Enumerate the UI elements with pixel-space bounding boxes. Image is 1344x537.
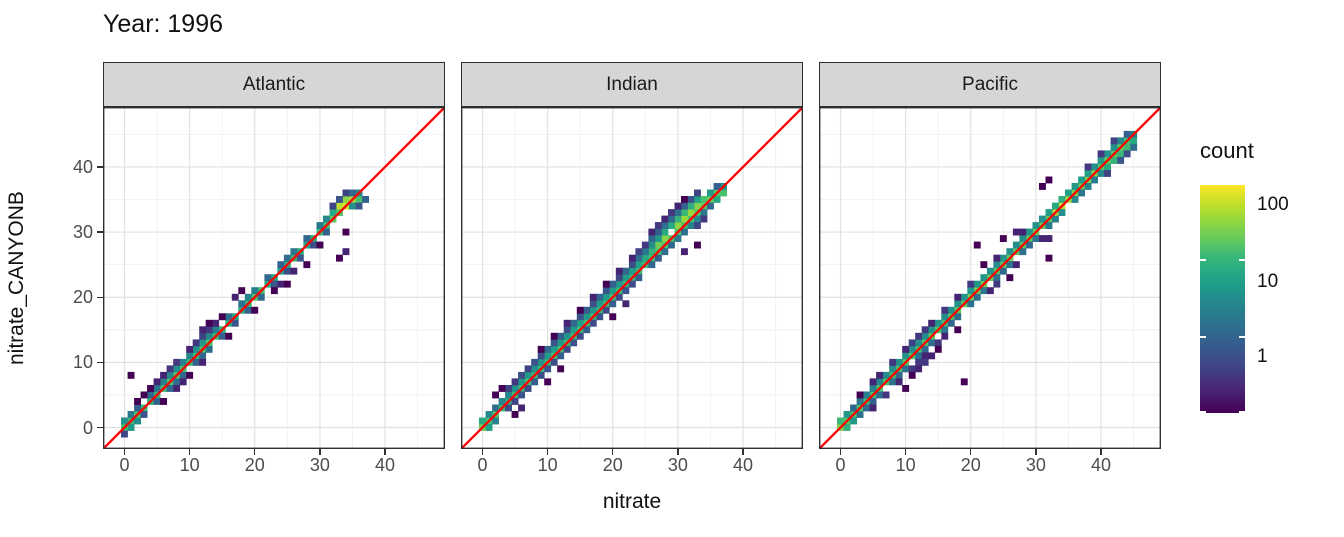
y-tick-mark	[97, 166, 103, 168]
legend-tick-10-right	[1239, 336, 1245, 338]
x-tick-mark	[904, 449, 907, 455]
x-tick-label: 10	[895, 455, 916, 475]
legend-tick-1-right	[1239, 411, 1245, 413]
x-tick-mark	[319, 449, 321, 455]
x-tick-label: 0	[835, 455, 846, 475]
x-tick-label: 10	[537, 455, 558, 475]
x-tick-label: 30	[1025, 455, 1046, 475]
x-tick-label: 20	[244, 455, 265, 475]
x-tick-label: 0	[119, 455, 130, 475]
x-tick-label: 20	[960, 455, 981, 475]
x-tick-mark	[254, 449, 256, 455]
x-tick-mark	[742, 449, 744, 455]
x-tick-mark	[384, 449, 386, 455]
x-tick-label: 10	[179, 455, 200, 475]
y-tick-label: 30	[72, 222, 93, 243]
legend-label-1: 1	[1257, 346, 1268, 367]
facet-indian: Indian 0 10 20 30 40	[461, 62, 803, 532]
legend-colorbar	[1200, 185, 1245, 413]
legend-tick-100-right	[1239, 259, 1245, 261]
y-tick-mark	[97, 361, 103, 364]
x-tick-label: 30	[667, 455, 688, 475]
facet-strip: Pacific	[819, 62, 1161, 107]
x-tick-mark	[188, 449, 191, 455]
x-tick-mark	[839, 449, 842, 455]
y-tick-mark	[97, 231, 103, 233]
legend-tick-100-left	[1200, 259, 1206, 261]
y-tick-label: 20	[72, 287, 93, 308]
facet-pacific: Pacific 0 10 20 30 40	[819, 62, 1161, 532]
x-tick-label: 40	[1091, 455, 1112, 475]
facet-panel-plot	[461, 107, 803, 449]
x-tick-mark	[546, 449, 549, 455]
y-tick-mark	[97, 426, 103, 429]
x-tick-label: 20	[602, 455, 623, 475]
x-axis-title: nitrate	[602, 490, 662, 513]
facet-strip-label: Pacific	[962, 73, 1018, 95]
x-tick-mark	[612, 449, 614, 455]
facet-atlantic: Atlantic 0 10 20 30 40	[103, 62, 445, 532]
plot-title: Year: 1996	[103, 10, 224, 38]
legend-tick-1-left	[1200, 411, 1206, 413]
x-tick-label: 0	[477, 455, 488, 475]
legend-tick-10-left	[1200, 336, 1206, 338]
y-axis-title: nitrate_CANYONB	[5, 191, 28, 365]
x-tick-mark	[481, 449, 484, 455]
y-tick-label: 10	[72, 352, 93, 373]
count-legend: count 100 10 1	[1196, 130, 1344, 430]
x-tick-mark	[970, 449, 972, 455]
x-tick-label: 40	[733, 455, 754, 475]
facet-panel-plot	[103, 107, 445, 449]
facet-strip: Indian	[461, 62, 803, 107]
y-tick-label: 40	[72, 156, 93, 177]
x-tick-label: 30	[309, 455, 330, 475]
legend-title: count	[1200, 138, 1254, 163]
facet-strip: Atlantic	[103, 62, 445, 107]
legend-label-10: 10	[1257, 271, 1279, 292]
facet-strip-label: Indian	[606, 73, 658, 95]
y-tick-mark	[97, 296, 103, 298]
x-tick-mark	[123, 449, 126, 455]
x-tick-label: 40	[375, 455, 396, 475]
facet-strip-label: Atlantic	[242, 73, 306, 95]
x-tick-mark	[1035, 449, 1037, 455]
legend-label-100: 100	[1257, 194, 1289, 215]
x-tick-mark	[677, 449, 679, 455]
facet-panel-plot	[819, 107, 1161, 449]
x-tick-mark	[1100, 449, 1102, 455]
y-tick-label: 0	[82, 417, 93, 438]
